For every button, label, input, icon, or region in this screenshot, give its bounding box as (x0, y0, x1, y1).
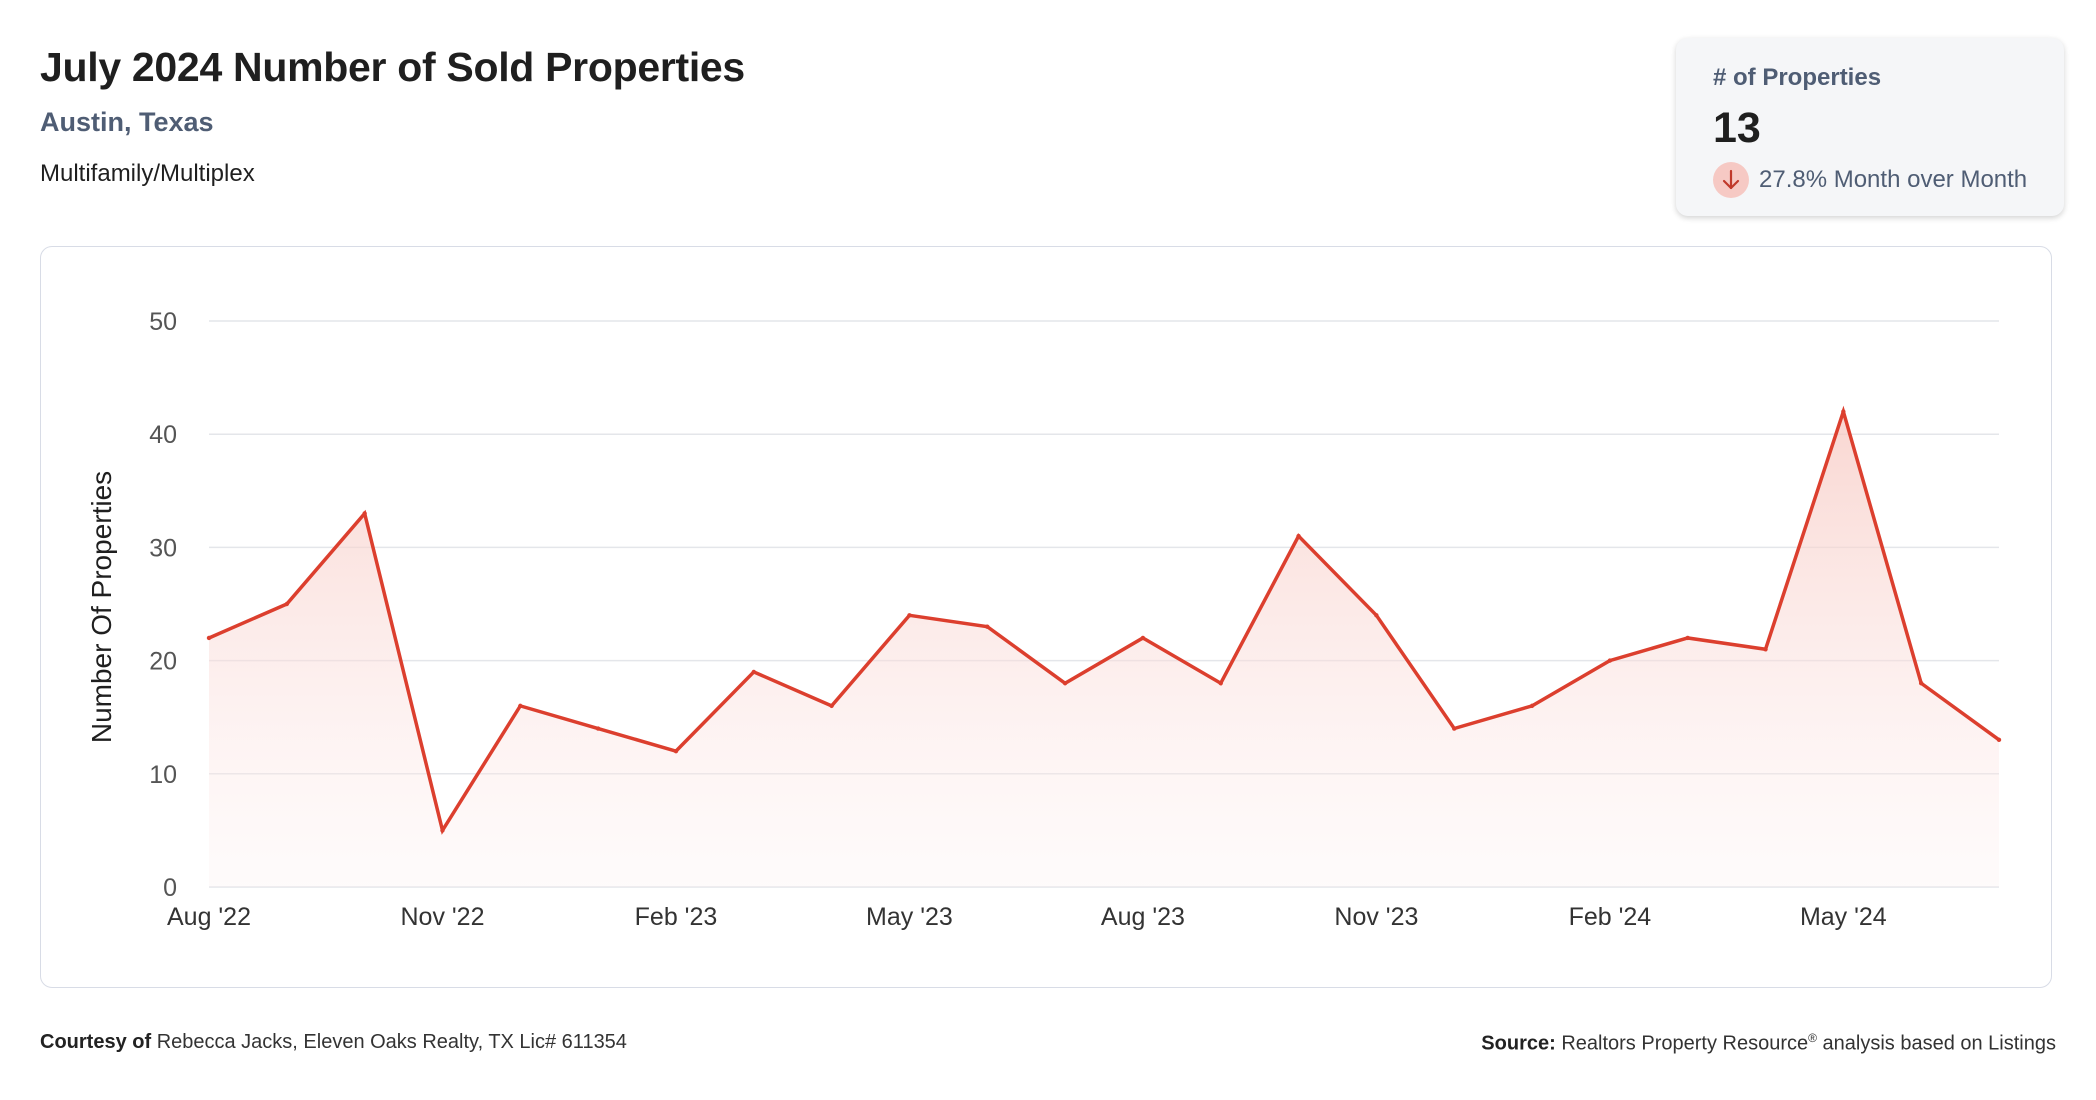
chart-container: 0 10 20 30 40 50 Aug '22 Nov '22 Feb '23 May '23… (40, 246, 2052, 988)
x-tick-label: May '23 (866, 903, 953, 931)
x-tick-label: Nov '23 (1334, 903, 1418, 931)
data-point (284, 601, 290, 607)
data-point (1062, 681, 1068, 686)
data-point (1218, 681, 1223, 686)
data-point (1918, 681, 1924, 686)
x-tick-label: Nov '22 (400, 903, 484, 931)
x-tick-label: Feb '24 (1569, 903, 1652, 931)
data-point (1763, 647, 1768, 652)
x-tick-label: May '24 (1800, 903, 1887, 931)
data-point (829, 703, 834, 709)
stat-value: 13 (1713, 104, 1761, 152)
y-tick-label: 30 (149, 534, 177, 562)
location-subtitle: Austin, Texas (40, 107, 214, 137)
x-tick-label: Aug '22 (167, 903, 251, 931)
source-footer: Source: Realtors Property Resource® anal… (1481, 1031, 2056, 1056)
series-area (209, 411, 1999, 887)
registered-mark: ® (1808, 1031, 1817, 1045)
data-point (1140, 635, 1146, 641)
stat-change: 27.8% Month over Month (1713, 162, 2027, 198)
source-suffix: analysis based on Listings (1822, 1032, 2056, 1055)
y-axis-label: Number Of Properties (86, 471, 117, 743)
courtesy-label: Courtesy of (40, 1031, 152, 1053)
stat-change-text: 27.8% Month over Month (1759, 166, 2028, 193)
sold-properties-chart: 0 10 20 30 40 50 Aug '22 Nov '22 Feb '23 May '23… (86, 308, 2002, 931)
data-point (362, 511, 367, 516)
y-tick-label: 0 (163, 874, 177, 902)
y-tick-label: 10 (149, 761, 177, 789)
data-point (1607, 658, 1613, 663)
data-point (518, 703, 523, 709)
data-point (673, 748, 679, 754)
page-title: July 2024 Number of Sold Properties (40, 44, 745, 90)
data-point (1841, 409, 1846, 414)
property-type-label: Multifamily/Multiplex (40, 160, 255, 187)
data-point (1529, 703, 1535, 709)
data-point (985, 624, 990, 629)
y-tick-label: 40 (149, 421, 177, 449)
y-tick-label: 20 (149, 648, 177, 676)
data-point (751, 669, 756, 675)
source-text: Realtors Property Resource (1561, 1032, 1809, 1055)
data-point (907, 613, 912, 618)
data-point (1685, 635, 1690, 641)
source-label: Source: (1481, 1032, 1556, 1055)
data-point (1996, 737, 2002, 743)
x-tick-label: Aug '23 (1101, 903, 1185, 931)
series-line (208, 405, 2001, 835)
courtesy-footer: Courtesy of Rebecca Jacks, Eleven Oaks R… (40, 1031, 627, 1054)
data-point (440, 828, 445, 833)
data-point (1296, 533, 1301, 539)
arrow-down-icon (1713, 162, 1749, 198)
data-point (595, 726, 601, 731)
courtesy-text: Rebecca Jacks, Eleven Oaks Realty, TX Li… (156, 1031, 627, 1053)
data-point (1452, 726, 1457, 731)
stat-label: # of Properties (1713, 64, 1882, 91)
y-tick-label: 50 (149, 308, 177, 336)
properties-stat-card: # of Properties 13 27.8% Month over Mont… (1676, 38, 2064, 216)
data-point (1374, 613, 1379, 618)
data-point (206, 635, 212, 641)
x-tick-label: Feb '23 (635, 903, 718, 931)
